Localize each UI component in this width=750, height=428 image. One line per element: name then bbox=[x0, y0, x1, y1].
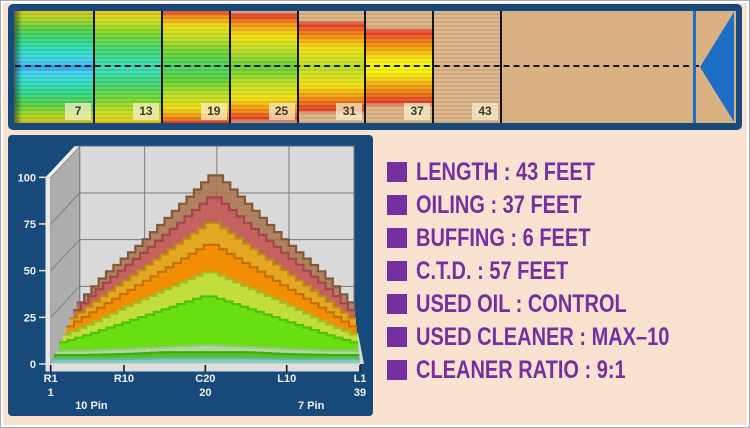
series-edge-layer-orange bbox=[66, 243, 357, 328]
series-edge-layer-red bbox=[73, 196, 356, 312]
distance-marker-25: 25 bbox=[268, 103, 295, 120]
series-edge-layer-pale-green bbox=[56, 344, 359, 352]
series-edge-layer-brown bbox=[76, 174, 355, 304]
pattern-info-panel: LENGTH : 43 FEET OILING : 37 FEET BUFFING … bbox=[387, 157, 743, 390]
info-text-oiling: OILING : 37 FEET bbox=[416, 190, 582, 219]
bullet-square-icon bbox=[387, 261, 407, 281]
distance-boundary-line-25 bbox=[296, 11, 299, 123]
y-tick-label-25: 25 bbox=[24, 312, 36, 324]
pin-label-7-pin: 7 Pin bbox=[298, 400, 325, 412]
x-tick-label-R10: R10 bbox=[114, 373, 134, 385]
oil-volume-3d-chart: 0 25 50 75 100 R1 1 R10 C20 20 L10 L1 39 10 Pin 7 Pin bbox=[18, 145, 367, 412]
grid-left-50 bbox=[50, 239, 81, 271]
series-edge-layer-yellow-green bbox=[62, 271, 358, 336]
bullet-square-icon bbox=[387, 327, 407, 347]
lane-oil-heatmap: 7 13 19 25 31 37 43 bbox=[14, 11, 736, 123]
grid-left-25 bbox=[50, 285, 81, 318]
x-tick-label-L1: L1 bbox=[354, 373, 367, 385]
bullet-square-icon bbox=[387, 294, 407, 314]
left-wall-outer-edge bbox=[45, 177, 51, 364]
info-text-buffing: BUFFING : 6 FEET bbox=[416, 223, 591, 252]
distance-marker-43: 43 bbox=[472, 103, 498, 120]
pin-label-10-pin: 10 Pin bbox=[75, 400, 108, 412]
x-sub-label-1: 1 bbox=[48, 387, 54, 399]
distance-boundary-line-31 bbox=[364, 11, 367, 123]
bullet-square-icon bbox=[387, 195, 407, 215]
info-row-oiling: OILING : 37 FEET bbox=[387, 190, 743, 219]
lane-machine-screen: 7 13 19 25 31 37 43 0 25 50 75 100 R1 1 R10 C20 20 L10 L1… bbox=[3, 3, 747, 425]
oil-volume-3d-chart-panel: 0 25 50 75 100 R1 1 R10 C20 20 L10 L1 39 10 Pin 7 Pin bbox=[8, 135, 373, 416]
series-edge-layer-bright-green bbox=[59, 295, 359, 344]
x-tick-label-C20: C20 bbox=[195, 373, 215, 385]
distance-boundary-line-19 bbox=[228, 11, 231, 123]
bullet-square-icon bbox=[387, 228, 407, 248]
foul-line-shade bbox=[14, 11, 22, 123]
pin-deck-arrow-icon bbox=[700, 12, 734, 122]
x-tick-label-R1: R1 bbox=[44, 373, 58, 385]
bullet-square-icon bbox=[387, 162, 407, 182]
distance-marker-37: 37 bbox=[404, 103, 431, 120]
distance-boundary-line-43 bbox=[500, 11, 502, 123]
info-row-c-t-d: C.T.D. : 57 FEET bbox=[387, 256, 743, 285]
bullet-square-icon bbox=[387, 360, 407, 380]
info-text-cleaner-ratio: CLEANER RATIO : 9:1 bbox=[416, 355, 626, 384]
y-tick-label-75: 75 bbox=[24, 219, 36, 231]
series-edge-layer-mid-green bbox=[53, 351, 360, 357]
lane-pattern-panel: 7 13 19 25 31 37 43 bbox=[8, 4, 742, 130]
info-row-buffing: BUFFING : 6 FEET bbox=[387, 223, 743, 252]
info-text-used-oil: USED OIL : CONTROL bbox=[416, 289, 627, 318]
x-sub-label-20: 20 bbox=[199, 387, 211, 399]
info-text-c-t-d: C.T.D. : 57 FEET bbox=[416, 256, 569, 285]
distance-boundary-line-37 bbox=[432, 11, 435, 123]
info-row-length: LENGTH : 43 FEET bbox=[387, 157, 743, 186]
left-wall-top-edge bbox=[45, 146, 80, 178]
distance-marker-13: 13 bbox=[132, 103, 159, 120]
x-sub-label-39: 39 bbox=[354, 387, 366, 399]
distance-marker-7: 7 bbox=[65, 103, 92, 120]
lane-center-dashed-line bbox=[15, 65, 699, 67]
grid-left-75 bbox=[50, 192, 81, 225]
y-tick-label-100: 100 bbox=[18, 172, 36, 184]
distance-boundary-line-13 bbox=[160, 11, 163, 123]
info-row-used-cleaner: USED CLEANER : MAX–10 bbox=[387, 322, 743, 351]
distance-boundary-line-7 bbox=[93, 11, 96, 123]
series-edge-layer-gold bbox=[69, 221, 356, 320]
pin-deck-divider-line bbox=[693, 11, 696, 123]
distance-marker-19: 19 bbox=[200, 103, 227, 120]
floor-front-edge bbox=[45, 364, 360, 372]
info-row-used-oil: USED OIL : CONTROL bbox=[387, 289, 743, 318]
info-text-length: LENGTH : 43 FEET bbox=[416, 157, 595, 186]
info-text-used-cleaner: USED CLEANER : MAX–10 bbox=[416, 322, 670, 351]
distance-marker-31: 31 bbox=[336, 103, 363, 120]
x-tick-label-L10: L10 bbox=[277, 373, 296, 385]
info-row-cleaner-ratio: CLEANER RATIO : 9:1 bbox=[387, 355, 743, 384]
y-tick-label-50: 50 bbox=[24, 266, 36, 278]
y-tick-label-0: 0 bbox=[30, 359, 36, 371]
series-edge-layer-teal bbox=[51, 357, 360, 361]
series-layer-bright-green bbox=[59, 296, 359, 355]
